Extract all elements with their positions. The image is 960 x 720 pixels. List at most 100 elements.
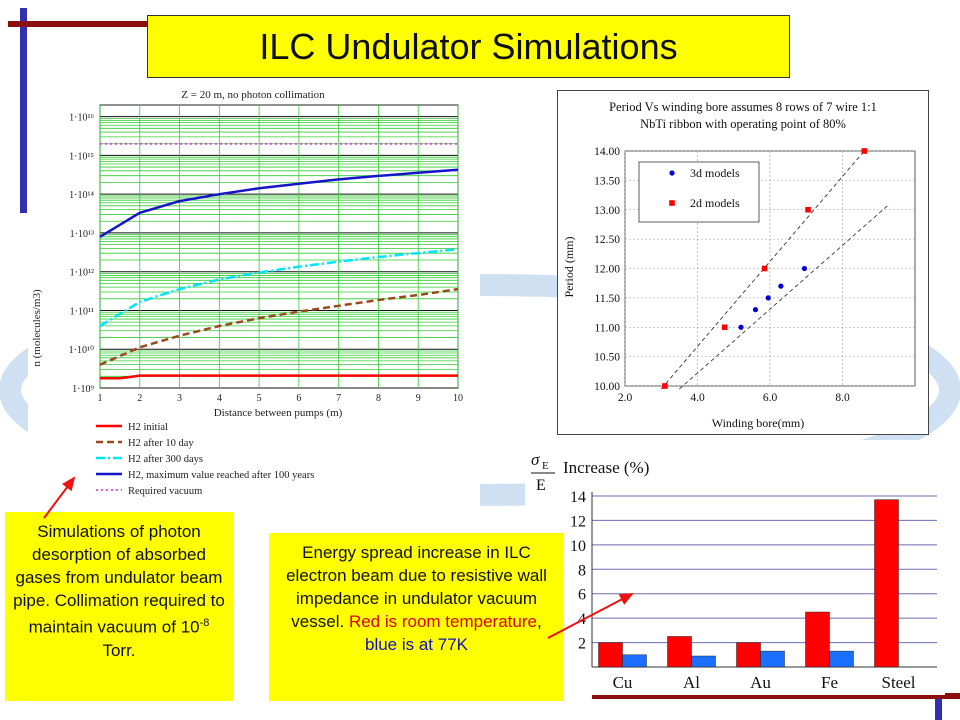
vacuum-chart: Z = 20 m, no photon collimation n (molec… bbox=[31, 89, 463, 497]
period-point-3d bbox=[801, 265, 808, 272]
vacuum-legend-label-3: H2, maximum value reached after 100 year… bbox=[128, 470, 314, 481]
period-trendline-1 bbox=[679, 203, 890, 390]
vacuum-x-tick-label: 6 bbox=[296, 393, 301, 404]
bar-chart-ylabel-den: E bbox=[536, 477, 546, 494]
period-y-tick-label: 11.00 bbox=[595, 322, 621, 334]
vacuum-x-tick-label: 1 bbox=[98, 393, 103, 404]
bar-y-tick-label: 6 bbox=[578, 587, 586, 604]
bottom-decor-bar bbox=[592, 693, 960, 699]
vacuum-legend-label-1: H2 after 10 day bbox=[128, 438, 194, 449]
bar-category-label: Fe bbox=[821, 673, 838, 692]
energy-bar-Al-0 bbox=[667, 636, 692, 668]
period-legend-box bbox=[638, 161, 760, 223]
period-legend-marker-0 bbox=[669, 170, 675, 176]
period-point-2d bbox=[861, 148, 868, 154]
energy-chart-panel: σ E E Increase (%) 2 4 6 8 10 12 14 Cu Al Au Fe Ste… bbox=[525, 440, 945, 695]
bar-category-label: Al bbox=[683, 673, 700, 692]
vacuum-x-tick-label: 7 bbox=[336, 393, 341, 404]
energy-bar-Au-1 bbox=[760, 650, 785, 668]
period-legend-label-1: 2d models bbox=[690, 196, 740, 210]
vacuum-y-tick-label: 1·10¹⁴ bbox=[69, 190, 94, 201]
energy-note-red: Red is room temperature bbox=[348, 612, 537, 631]
vacuum-note-exponent: -8 bbox=[199, 617, 210, 629]
period-point-2d bbox=[761, 265, 768, 272]
period-y-tick-label: 10.00 bbox=[594, 381, 620, 393]
vacuum-note-text: Simulations of photon desorption of abso… bbox=[13, 522, 225, 637]
vacuum-note-value: 10 bbox=[180, 617, 200, 637]
energy-note-comma: , bbox=[536, 612, 542, 631]
vacuum-x-tick-label: 4 bbox=[217, 393, 222, 404]
period-y-tick-label: 11.50 bbox=[595, 293, 621, 305]
period-legend-label-0: 3d models bbox=[690, 166, 740, 180]
period-point-3d bbox=[778, 283, 784, 289]
vacuum-x-tick-label: 8 bbox=[376, 393, 381, 404]
period-point-3d bbox=[765, 295, 771, 301]
vacuum-chart-xlabel: Distance between pumps (m) bbox=[214, 407, 343, 419]
bar-chart-ylabel: Increase (%) bbox=[563, 458, 649, 477]
period-chart-xlabel: Winding bore(mm) bbox=[712, 416, 805, 430]
bar-category-label: Au bbox=[750, 673, 771, 692]
period-y-tick-label: 13.50 bbox=[594, 175, 620, 187]
energy-note: Energy spread increase in ILC electron b… bbox=[269, 533, 564, 701]
vacuum-series-line-2 bbox=[99, 247, 459, 328]
background-swoosh bbox=[0, 274, 960, 506]
energy-bar-Fe-0 bbox=[805, 611, 830, 668]
period-y-tick-label: 12.00 bbox=[594, 264, 620, 276]
vacuum-x-tick-label: 10 bbox=[453, 393, 463, 404]
vacuum-y-tick-label: 1·10¹¹ bbox=[70, 306, 94, 317]
bar-category-label: Cu bbox=[613, 673, 633, 692]
period-chart-ylabel: Period (mm) bbox=[562, 237, 576, 298]
period-y-tick-label: 14.00 bbox=[594, 146, 620, 158]
period-x-tick-label: 4.0 bbox=[690, 392, 705, 404]
bar-y-tick-label: 4 bbox=[578, 611, 586, 628]
bar-y-tick-label: 2 bbox=[578, 636, 586, 653]
vacuum-y-tick-label: 1·10¹⁵ bbox=[69, 151, 94, 162]
vacuum-plot-area bbox=[99, 104, 459, 389]
page-title: ILC Undulator Simulations bbox=[147, 15, 790, 78]
period-point-2d bbox=[721, 324, 728, 331]
energy-bar-Al-1 bbox=[691, 655, 716, 668]
vacuum-note-unit: Torr. bbox=[102, 640, 136, 660]
energy-bar-Fe-1 bbox=[829, 650, 854, 668]
top-decor-bar bbox=[8, 21, 148, 27]
vacuum-x-tick-label: 5 bbox=[257, 393, 262, 404]
period-point-3d bbox=[738, 324, 744, 330]
vacuum-chart-title: Z = 20 m, no photon collimation bbox=[181, 89, 325, 101]
vacuum-legend-label-2: H2 after 300 days bbox=[128, 454, 203, 465]
bar-chart-ylabel-sub: E bbox=[542, 460, 549, 472]
period-y-tick-label: 10.50 bbox=[594, 352, 620, 364]
period-chart-panel: Period Vs winding bore assumes 8 rows of… bbox=[557, 90, 929, 435]
vacuum-y-tick-label: 1·10¹⁰ bbox=[69, 345, 94, 356]
vacuum-series-line-0 bbox=[100, 374, 458, 380]
vacuum-y-tick-label: 1·10¹² bbox=[70, 268, 94, 279]
bar-y-tick-label: 12 bbox=[570, 513, 586, 530]
energy-note-blue: blue is at 77K bbox=[364, 635, 468, 654]
bar-category-label: Steel bbox=[882, 673, 916, 692]
energy-bar-Cu-0 bbox=[598, 642, 623, 668]
period-point-3d bbox=[752, 307, 759, 313]
bar-chart-ylabel-fraction: σ E E bbox=[531, 450, 555, 494]
period-legend-marker-1 bbox=[669, 200, 675, 206]
vacuum-y-tick-label: 1·10⁹ bbox=[72, 384, 94, 395]
vacuum-y-tick-label: 1·10¹³ bbox=[70, 229, 94, 240]
period-y-tick-label: 13.00 bbox=[594, 205, 620, 217]
energy-bar-Steel-0 bbox=[874, 499, 899, 668]
period-x-tick-label: 2.0 bbox=[618, 392, 633, 404]
bar-y-tick-label: 8 bbox=[578, 562, 586, 579]
energy-bar-Au-0 bbox=[736, 642, 761, 668]
bar-chart-ylabel-sigma: σ bbox=[531, 450, 540, 469]
vacuum-x-tick-label: 2 bbox=[137, 393, 142, 404]
energy-note-text: Energy spread increase in ILC electron b… bbox=[286, 543, 547, 631]
period-chart-title-line2: NbTi ribbon with operating point of 80% bbox=[640, 117, 846, 131]
period-point-2d bbox=[805, 206, 811, 213]
period-chart: Period Vs winding bore assumes 8 rows of… bbox=[562, 100, 916, 430]
bar-y-tick-label: 10 bbox=[570, 538, 586, 555]
vacuum-chart-panel: Z = 20 m, no photon collimation n (molec… bbox=[28, 83, 480, 513]
energy-spread-chart: σ E E Increase (%) 2 4 6 8 10 12 14 Cu Al Au Fe Ste… bbox=[531, 450, 937, 692]
energy-bar-Cu-1 bbox=[622, 654, 647, 668]
period-chart-title-line1: Period Vs winding bore assumes 8 rows of… bbox=[609, 100, 877, 114]
left-decor-bar bbox=[20, 8, 27, 213]
bar-y-tick-label: 14 bbox=[570, 489, 586, 506]
period-x-tick-label: 6.0 bbox=[763, 392, 778, 404]
vacuum-x-tick-label: 9 bbox=[416, 393, 421, 404]
